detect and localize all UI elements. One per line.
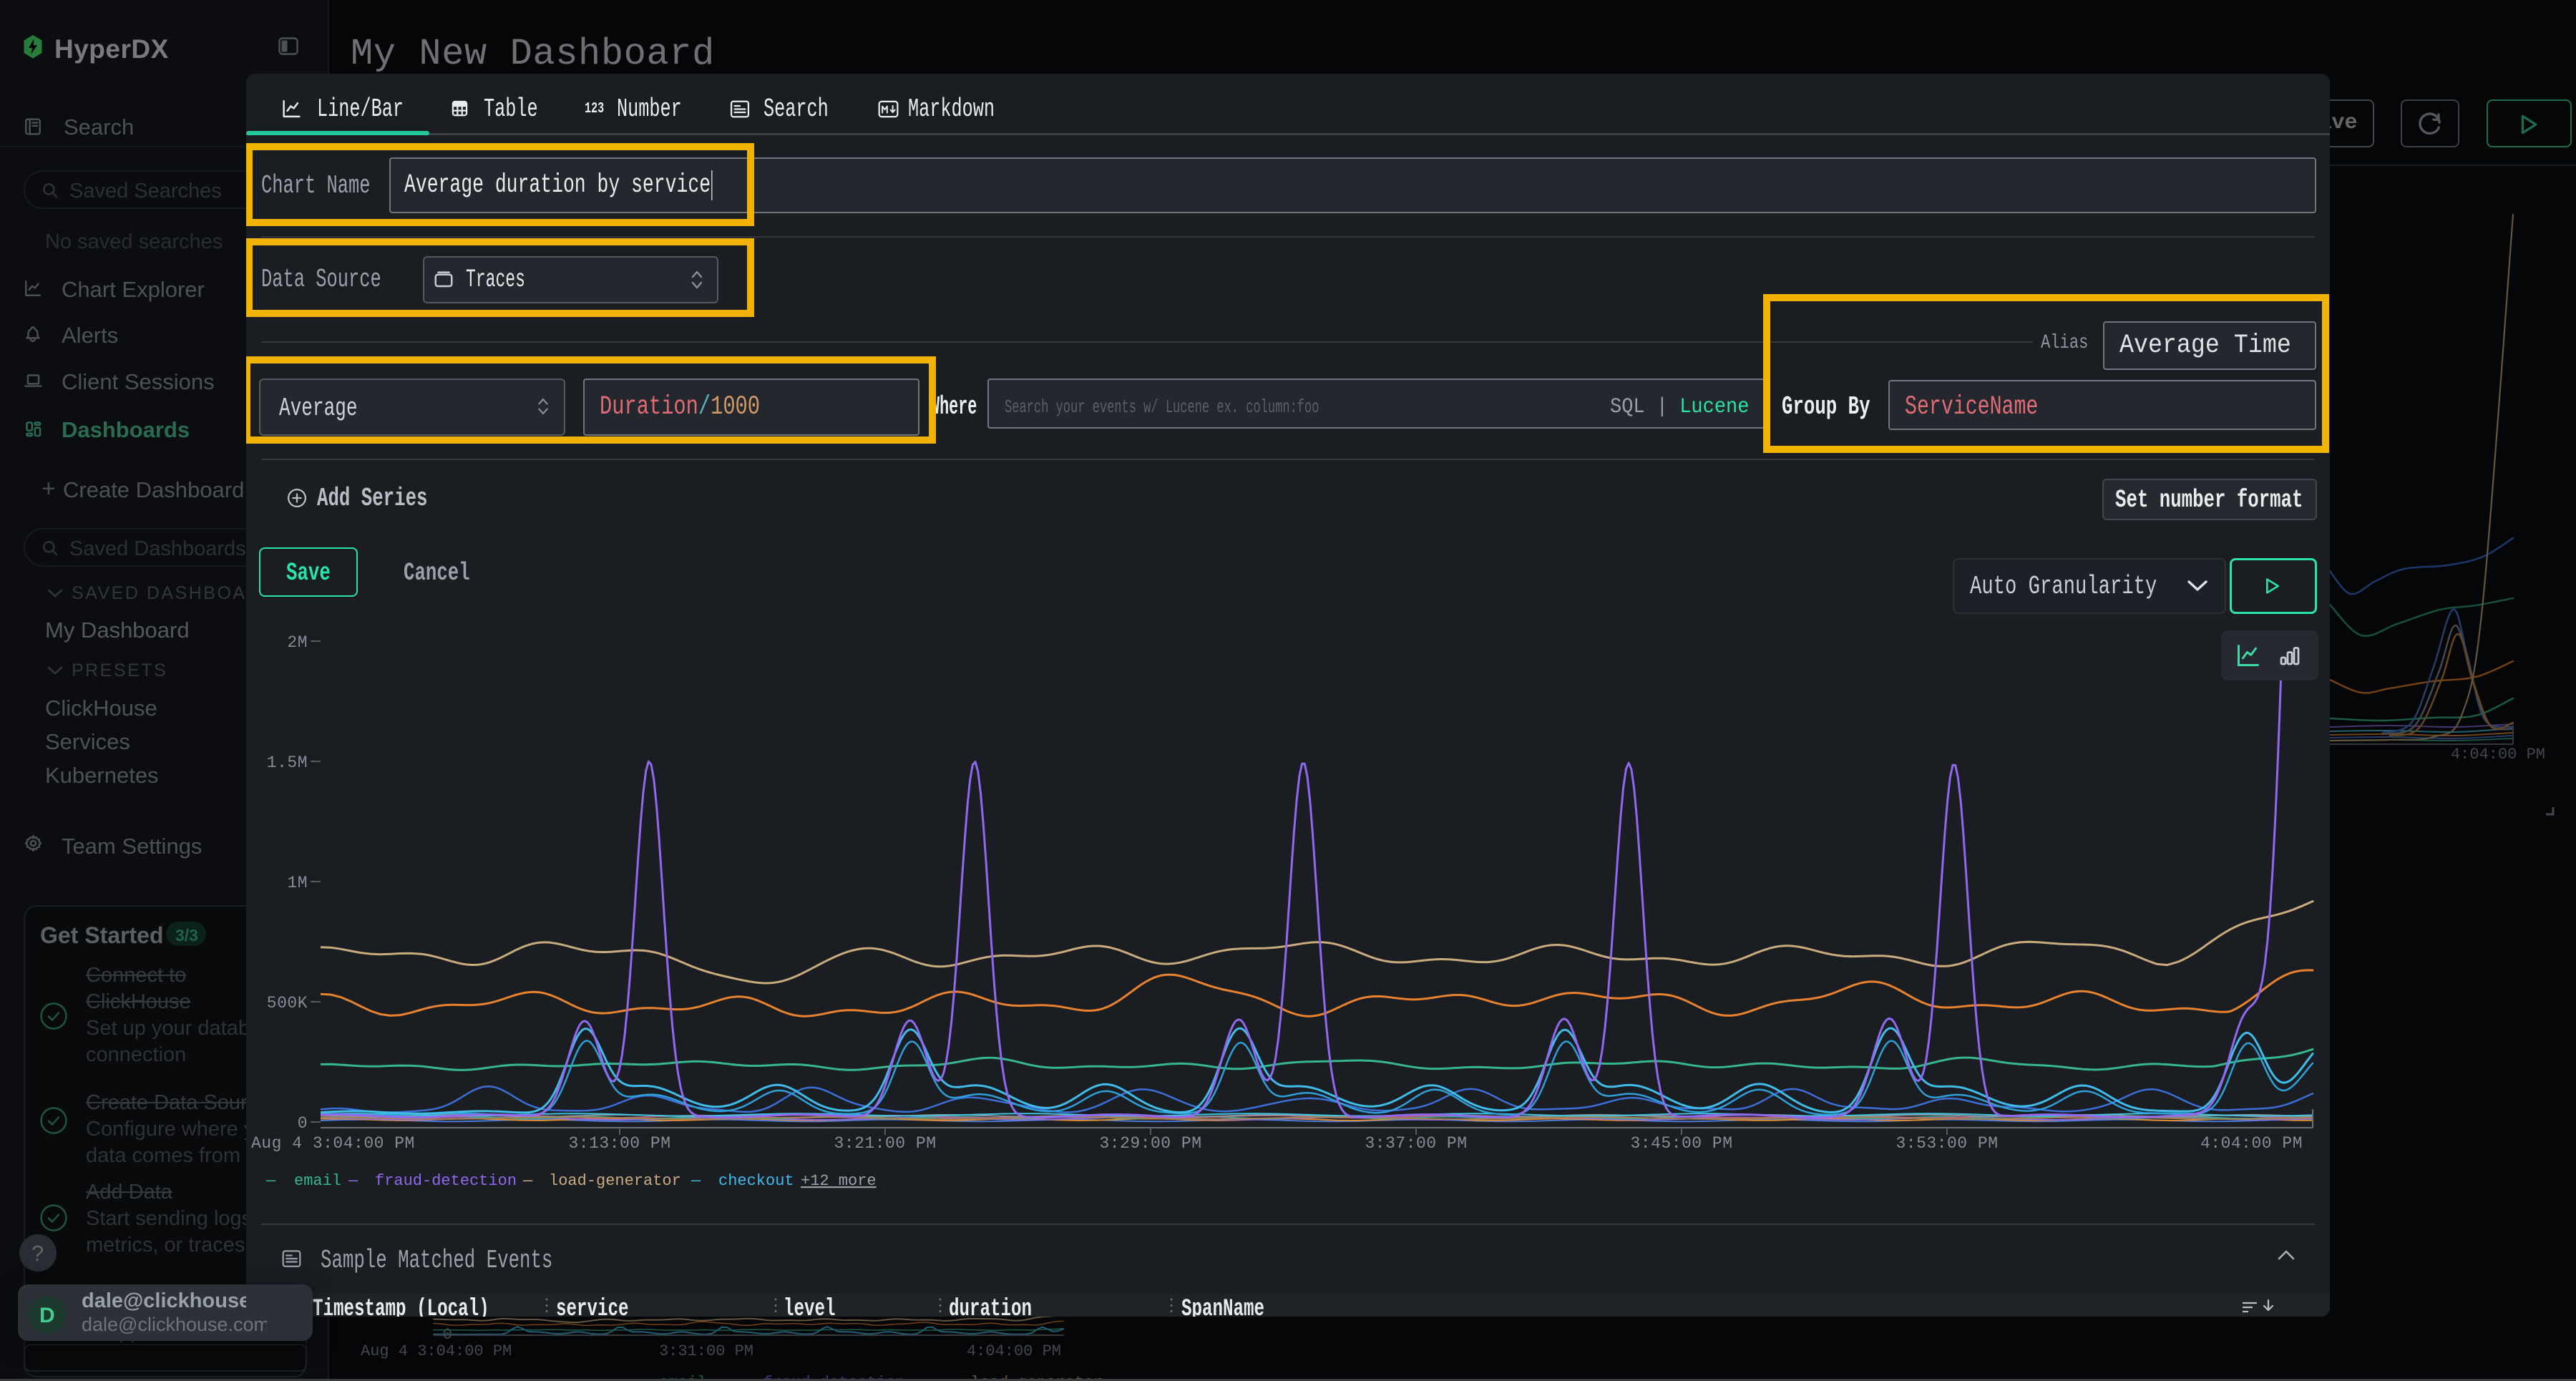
svg-text:—: — <box>691 1172 701 1190</box>
svg-text:4:04:00 PM: 4:04:00 PM <box>2200 1134 2303 1153</box>
svg-text:—: — <box>265 1172 276 1190</box>
svg-text:1M: 1M <box>287 874 308 892</box>
svg-text:1.5M: 1.5M <box>267 753 308 772</box>
svg-text:Aug 4 3:04:00 PM: Aug 4 3:04:00 PM <box>251 1134 415 1153</box>
svg-text:3:29:00 PM: 3:29:00 PM <box>1099 1134 1201 1153</box>
svg-text:load-generator: load-generator <box>549 1172 681 1190</box>
svg-text:email: email <box>294 1172 341 1190</box>
svg-text:+12 more: +12 more <box>801 1172 877 1190</box>
svg-text:500K: 500K <box>267 994 308 1012</box>
svg-text:fraud-detection: fraud-detection <box>375 1172 517 1190</box>
svg-text:3:53:00 PM: 3:53:00 PM <box>1896 1134 1998 1153</box>
svg-text:—: — <box>522 1172 533 1190</box>
svg-text:3:21:00 PM: 3:21:00 PM <box>834 1134 936 1153</box>
svg-text:checkout: checkout <box>718 1172 794 1190</box>
svg-text:0: 0 <box>298 1114 308 1133</box>
svg-text:3:45:00 PM: 3:45:00 PM <box>1630 1134 1732 1153</box>
svg-text:—: — <box>348 1172 358 1190</box>
svg-text:3:37:00 PM: 3:37:00 PM <box>1365 1134 1467 1153</box>
svg-text:2M: 2M <box>287 633 308 652</box>
svg-text:3:13:00 PM: 3:13:00 PM <box>568 1134 670 1153</box>
